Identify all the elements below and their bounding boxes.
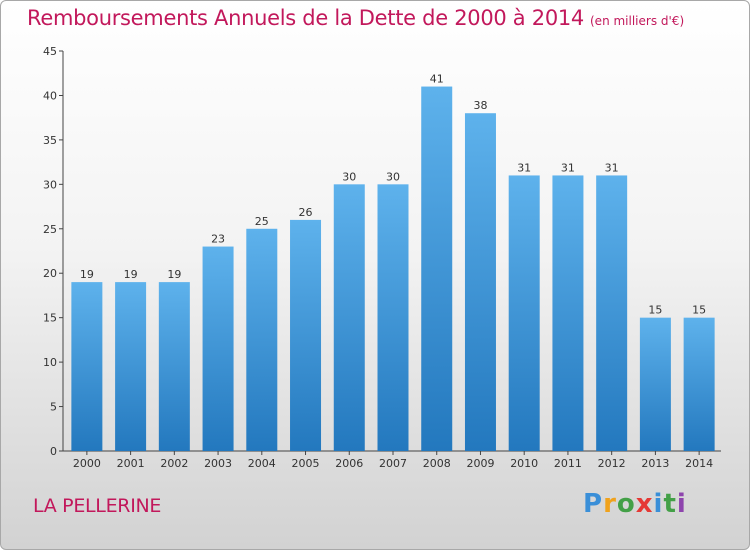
x-tick-label: 2001 xyxy=(117,457,145,470)
bar xyxy=(552,175,584,451)
bar-value-label: 25 xyxy=(255,215,269,228)
bar-value-label: 30 xyxy=(386,170,400,183)
bar-value-label: 41 xyxy=(430,73,444,86)
bar xyxy=(596,175,628,451)
proxiti-logo: Proxiti xyxy=(583,489,687,519)
commune-name: LA PELLERINE xyxy=(33,495,162,517)
y-tick-label: 0 xyxy=(50,445,57,458)
bar-value-label: 19 xyxy=(167,268,181,281)
bar-chart: 0 5 10 15 20 25 30 35 40 45 2000 2001 2002 2003 2004 20… xyxy=(43,45,721,470)
bar xyxy=(421,86,453,452)
logo-letter: t xyxy=(663,489,677,519)
bar-value-label: 19 xyxy=(80,268,94,281)
y-tick-label: 45 xyxy=(43,45,57,58)
x-tick-label: 2007 xyxy=(379,457,407,470)
x-tick-label: 2005 xyxy=(292,457,320,470)
bar-value-label: 19 xyxy=(124,268,138,281)
x-tick-label: 2008 xyxy=(423,457,451,470)
bar xyxy=(246,228,278,451)
bar xyxy=(333,184,365,452)
y-tick-label: 20 xyxy=(43,267,57,280)
logo-letter: i xyxy=(653,489,664,519)
x-tick-label: 2014 xyxy=(685,457,713,470)
bar xyxy=(639,317,671,451)
y-tick-label: 35 xyxy=(43,134,57,147)
bar-value-label: 38 xyxy=(473,99,487,112)
bar-value-label: 26 xyxy=(299,206,313,219)
bar xyxy=(115,282,147,451)
bar-value-label: 23 xyxy=(211,233,225,246)
y-tick-label: 30 xyxy=(43,178,57,191)
bar xyxy=(508,175,540,451)
bar-value-label: 31 xyxy=(561,161,575,174)
bar-value-label: 31 xyxy=(517,161,531,174)
x-tick-label: 2012 xyxy=(598,457,626,470)
logo-letter: o xyxy=(616,489,636,519)
y-tick-label: 15 xyxy=(43,312,57,325)
bar xyxy=(683,317,715,451)
bar-value-label: 30 xyxy=(342,170,356,183)
bar-value-label: 15 xyxy=(692,304,706,317)
x-tick-label: 2003 xyxy=(204,457,232,470)
bar xyxy=(464,113,496,451)
logo-letter: r xyxy=(603,489,617,519)
x-tick-label: 2000 xyxy=(73,457,101,470)
x-tick-label: 2004 xyxy=(248,457,276,470)
x-tick-label: 2009 xyxy=(466,457,494,470)
logo-letter: x xyxy=(635,489,654,519)
bar xyxy=(71,282,103,451)
y-tick-label: 10 xyxy=(43,356,57,369)
y-tick-label: 5 xyxy=(50,401,57,414)
bar xyxy=(377,184,409,452)
bar xyxy=(290,219,322,451)
logo-letter: i xyxy=(676,489,687,519)
y-tick-label: 40 xyxy=(43,89,57,102)
logo-letter: P xyxy=(583,489,604,519)
x-tick-label: 2002 xyxy=(160,457,188,470)
x-tick-label: 2010 xyxy=(510,457,538,470)
x-tick-label: 2006 xyxy=(335,457,363,470)
chart-title: Remboursements Annuels de la Dette de 20… xyxy=(27,6,685,30)
bar xyxy=(202,246,234,451)
x-tick-label: 2011 xyxy=(554,457,582,470)
bar xyxy=(158,282,190,451)
chart-subtitle: (en milliers d'€) xyxy=(590,14,685,28)
y-tick-label: 25 xyxy=(43,223,57,236)
x-tick-label: 2013 xyxy=(641,457,669,470)
bar-value-label: 31 xyxy=(605,161,619,174)
bar-value-label: 15 xyxy=(648,304,662,317)
